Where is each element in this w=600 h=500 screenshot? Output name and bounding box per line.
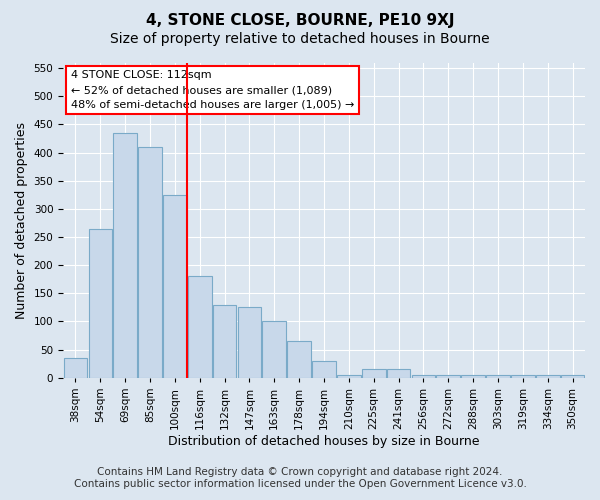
Text: 4, STONE CLOSE, BOURNE, PE10 9XJ: 4, STONE CLOSE, BOURNE, PE10 9XJ	[146, 12, 454, 28]
Text: 4 STONE CLOSE: 112sqm
← 52% of detached houses are smaller (1,089)
48% of semi-d: 4 STONE CLOSE: 112sqm ← 52% of detached …	[71, 70, 354, 110]
Bar	[262, 322, 286, 378]
Bar	[64, 358, 87, 378]
Bar	[511, 375, 535, 378]
Bar	[486, 375, 510, 378]
Bar	[113, 133, 137, 378]
Bar	[238, 308, 261, 378]
Y-axis label: Number of detached properties: Number of detached properties	[15, 122, 28, 318]
Bar	[138, 147, 162, 378]
Text: Contains HM Land Registry data © Crown copyright and database right 2024.
Contai: Contains HM Land Registry data © Crown c…	[74, 468, 526, 489]
Bar	[561, 375, 584, 378]
Bar	[163, 195, 187, 378]
Bar	[89, 228, 112, 378]
Bar	[312, 361, 336, 378]
Bar	[387, 370, 410, 378]
Bar	[362, 370, 386, 378]
Bar	[436, 375, 460, 378]
Bar	[337, 375, 361, 378]
Bar	[536, 375, 560, 378]
Text: Size of property relative to detached houses in Bourne: Size of property relative to detached ho…	[110, 32, 490, 46]
Bar	[461, 375, 485, 378]
X-axis label: Distribution of detached houses by size in Bourne: Distribution of detached houses by size …	[168, 434, 480, 448]
Bar	[287, 341, 311, 378]
Bar	[412, 375, 435, 378]
Bar	[213, 304, 236, 378]
Bar	[188, 276, 212, 378]
